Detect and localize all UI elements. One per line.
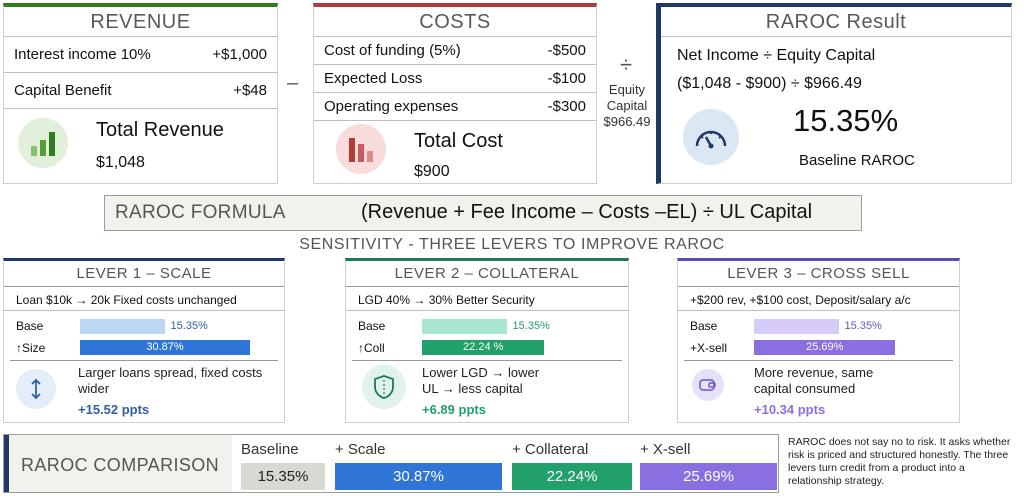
costs-total-label: Total Cost [414, 130, 503, 152]
raroc-formula-banner: RAROC FORMULA (Revenue + Fee Income – Co… [104, 195, 862, 231]
comparison-label-box: RAROC COMPARISON [4, 435, 232, 492]
raroc-calc-line: ($1,048 - $900) ÷ $966.49 [677, 75, 862, 92]
lever-collateral-card: LEVER 2 – COLLATERAL LGD 40% → 30% Bette… [345, 258, 629, 423]
minus-operator: – [287, 72, 299, 94]
wallet-icon [692, 369, 724, 401]
revenue-row-interest: Interest income 10% +$1,000 [4, 37, 277, 73]
revenue-row-label: Interest income 10% [14, 46, 151, 63]
shield-icon [362, 365, 406, 409]
comparison-value-xsell: 25.69% [640, 463, 777, 490]
comparison-label: RAROC COMPARISON [21, 455, 220, 475]
costs-row-expected-loss: Expected Loss -$100 [314, 65, 596, 93]
lever-base-value: 15.35% [170, 320, 208, 332]
bar-chart-up-icon [18, 118, 68, 168]
lever-up-label: +X-sell [690, 341, 728, 355]
revenue-title: REVENUE [4, 7, 277, 37]
lever-description: Loan $10k → 20k Fixed costs unchanged [4, 287, 284, 311]
revenue-row-value: +$1,000 [212, 46, 267, 63]
comparison-head-scale: + Scale [335, 441, 386, 458]
summary-note: RAROC does not say no to risk. It asks w… [788, 436, 1011, 487]
lever-gain: +6.89 ppts [422, 402, 486, 417]
revenue-row-label: Capital Benefit [14, 82, 112, 99]
costs-row-operating: Operating expenses -$300 [314, 93, 596, 121]
lever-title: LEVER 1 – SCALE [4, 261, 284, 287]
revenue-total-value: $1,048 [96, 154, 145, 171]
lever-base-value: 15.35% [512, 320, 550, 332]
costs-row-funding: Cost of funding (5%) -$500 [314, 37, 596, 65]
bar-chart-down-icon [336, 124, 386, 174]
lever-up-label: ↑Coll [358, 341, 385, 355]
comparison-value-baseline: 15.35% [241, 463, 325, 490]
raroc-comparison-strip: RAROC COMPARISON Baseline 15.35% + Scale… [3, 434, 779, 493]
lever-base-label: Base [690, 319, 718, 333]
lever-up-bar [754, 340, 896, 355]
lever-base-label: Base [16, 319, 44, 333]
lever-description: +$200 rev, +$100 cost, Deposit/salary a/… [678, 287, 959, 311]
lever-base-value: 15.35% [844, 320, 882, 332]
lever-base-label: Base [358, 319, 386, 333]
costs-row-label: Expected Loss [324, 70, 423, 87]
comparison-value-collateral: 22.24% [512, 463, 632, 490]
formula-label: RAROC FORMULA [115, 202, 286, 223]
lever-base-bar [754, 319, 839, 334]
comparison-head-xsell: + X-sell [640, 441, 691, 458]
revenue-row-capital-benefit: Capital Benefit +$48 [4, 73, 277, 109]
lever-title: LEVER 2 – COLLATERAL [346, 261, 628, 287]
lever-text-line: More revenue, same [754, 365, 874, 380]
revenue-total-label: Total Revenue [96, 119, 224, 141]
lever-up-value: 22.24 % [463, 341, 504, 353]
raroc-result-card: RAROC Result Net Income ÷ Equity Capital… [656, 3, 1012, 184]
equity-label-line: Equity [608, 82, 646, 97]
costs-row-value: -$300 [547, 98, 586, 115]
lever-title: LEVER 3 – CROSS SELL [678, 261, 959, 287]
comparison-value-scale: 30.87% [335, 463, 502, 490]
divide-operator: ÷ [620, 52, 633, 77]
costs-title: COSTS [314, 7, 596, 37]
lever-up-value: 25.69% [806, 341, 844, 353]
costs-row-value: -$100 [547, 70, 586, 87]
lever-up-value: 30.87% [146, 341, 184, 353]
vertical-arrows-icon [16, 369, 56, 409]
comparison-head-collateral: + Collateral [512, 441, 589, 458]
lever-up-bar [80, 340, 250, 355]
lever-scale-card: LEVER 1 – SCALE Loan $10k → 20k Fixed co… [3, 258, 285, 423]
divider [352, 360, 622, 361]
divider [684, 360, 953, 361]
lever-base-bar [80, 319, 165, 334]
costs-row-label: Operating expenses [324, 98, 459, 115]
lever-text-line: Lower LGD → lower [422, 365, 540, 380]
lever-up-label: ↑Size [16, 341, 46, 355]
lever-gain: +10.34 ppts [754, 402, 826, 417]
lever-text-line: UL → less capital [422, 381, 523, 396]
sensitivity-title: SENSITIVITY - THREE LEVERS TO IMPROVE RA… [299, 236, 725, 253]
gauge-icon [683, 109, 739, 165]
lever-cross-sell-card: LEVER 3 – CROSS SELL +$200 rev, +$100 co… [677, 258, 960, 423]
lever-gain: +15.52 ppts [78, 402, 150, 417]
lever-description: LGD 40% → 30% Better Security [346, 287, 628, 311]
comparison-head-baseline: Baseline [241, 441, 299, 458]
raroc-result-title: RAROC Result [661, 7, 1011, 37]
equity-capital-label: Equity Capital $966.49 [600, 82, 654, 130]
raroc-formula-line: Net Income ÷ Equity Capital [677, 47, 876, 64]
costs-card: COSTS Cost of funding (5%) -$500 Expecte… [313, 3, 597, 184]
lever-base-bar [422, 319, 507, 334]
equity-label-line: Capital [606, 98, 648, 113]
raroc-caption: Baseline RAROC [799, 152, 915, 169]
revenue-row-value: +$48 [233, 82, 267, 99]
formula-text: (Revenue + Fee Income – Costs –EL) ÷ UL … [361, 201, 813, 223]
revenue-card: REVENUE Interest income 10% +$1,000 Capi… [3, 3, 278, 184]
lever-text-line: wider [78, 381, 110, 396]
costs-row-value: -$500 [547, 42, 586, 59]
costs-total-value: $900 [414, 163, 450, 180]
raroc-value: 15.35% [793, 103, 899, 138]
equity-value: $966.49 [603, 114, 651, 129]
lever-up-bar [422, 340, 545, 355]
lever-text-line: capital consumed [754, 381, 856, 396]
lever-text-line: Larger loans spread, fixed costs [78, 365, 263, 380]
costs-row-label: Cost of funding (5%) [324, 42, 461, 59]
divider [10, 360, 278, 361]
